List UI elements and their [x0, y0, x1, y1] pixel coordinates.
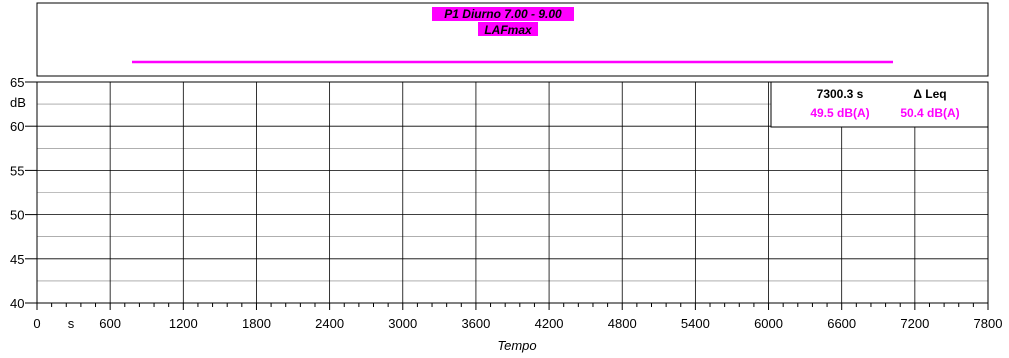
x-tick-label: 7200: [900, 316, 929, 331]
y-tick-label: 40: [10, 296, 24, 311]
x-tick-label: 600: [99, 316, 121, 331]
plot-area: 40 45 50 55 60 65 0 600 1200 1800 2400 3000 3600 420…: [10, 75, 1002, 331]
title-highlight-1: [432, 7, 574, 21]
x-axis-unit-label: s: [68, 316, 75, 331]
y-tick-label: 50: [10, 208, 24, 223]
cursor-time: 7300.3 s: [817, 87, 864, 101]
x-axis: 0 600 1200 1800 2400 3000 3600 4200 4800 5400 6000…: [33, 303, 1002, 331]
title-highlight-2: [478, 22, 538, 36]
chart-title-line-2: LAFmax: [484, 23, 533, 37]
y-tick-label: 60: [10, 119, 24, 134]
chart-title-line-1: P1 Diurno 7.00 - 9.00: [444, 7, 562, 21]
y-axis: 40 45 50 55 60 65: [10, 75, 37, 311]
y-axis-unit-label: dB: [10, 95, 26, 110]
y-tick-label: 65: [10, 75, 24, 90]
x-tick-label: 6600: [827, 316, 856, 331]
x-tick-label: 7800: [974, 316, 1003, 331]
x-tick-label: 1200: [169, 316, 198, 331]
x-tick-label: 3600: [461, 316, 490, 331]
x-tick-label: 0: [33, 316, 40, 331]
x-tick-label: 4800: [608, 316, 637, 331]
x-tick-label: 3000: [388, 316, 417, 331]
y-tick-label: 55: [10, 163, 24, 178]
x-axis-title: Tempo: [497, 338, 536, 353]
x-tick-label: 2400: [315, 316, 344, 331]
cursor-value-1: 49.5 dB(A): [810, 106, 869, 120]
x-tick-label: 4200: [535, 316, 564, 331]
y-tick-label: 45: [10, 252, 24, 267]
cursor-box-frame: [770, 81, 989, 128]
plot-frame: [36, 81, 989, 304]
cursor-value-2: 50.4 dB(A): [900, 106, 959, 120]
x-tick-label: 1800: [242, 316, 271, 331]
cursor-delta-label: Δ Leq: [913, 87, 946, 101]
cursor-box: 7300.3 s Δ Leq 49.5 dB(A) 50.4 dB(A): [770, 81, 989, 128]
x-tick-label: 6000: [754, 316, 783, 331]
x-tick-label: 5400: [681, 316, 710, 331]
